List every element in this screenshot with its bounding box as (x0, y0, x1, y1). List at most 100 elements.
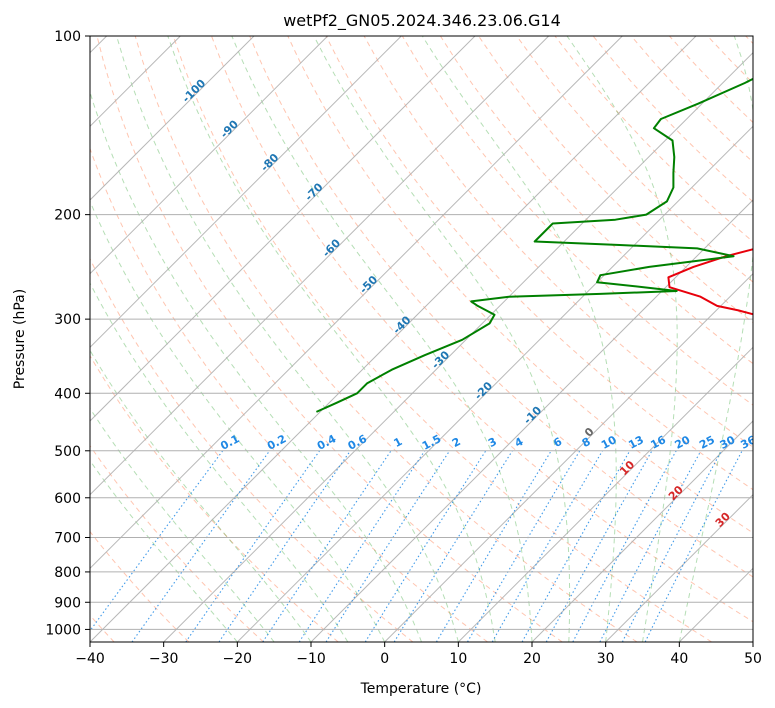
mixing-ratio-label: 10 (599, 433, 619, 452)
dry-adiabat-line (554, 36, 753, 243)
moist-adiabat-line (313, 36, 571, 642)
y-tick-label: 300 (54, 312, 81, 328)
mixing-ratio-label: 16 (648, 433, 668, 452)
moist-adiabat-line (90, 90, 422, 642)
plot-area: -100-90-80-70-60-50-40-30-20-10010203040… (90, 36, 775, 642)
isotherm-line (678, 567, 753, 642)
dry-adiabat-line (134, 36, 638, 642)
isotherm-label: 20 (666, 483, 686, 503)
moist-adiabat-line (167, 36, 496, 642)
dry-adiabat-line (249, 36, 753, 578)
mixing-ratio-label: 20 (673, 433, 693, 452)
isotherm-label: -20 (472, 379, 495, 402)
moist-adiabat-line (90, 282, 349, 642)
profile-series (315, 77, 753, 413)
dry-adiabat-line (516, 36, 753, 283)
dry-adiabat-line (90, 257, 414, 642)
dry-adiabat-line (478, 36, 753, 324)
dry-adiabat-line (90, 147, 488, 642)
mixing-ratio-line (298, 450, 426, 642)
mixing-ratio-label: 3 (486, 435, 499, 450)
dry-adiabat-line (669, 36, 753, 124)
isotherm-line (90, 36, 402, 349)
dry-adiabat-line (96, 36, 563, 642)
mixing-ratio-lines (90, 450, 743, 642)
isotherm-label: 40 (761, 536, 775, 556)
y-axis-label: Pressure (hPa) (12, 289, 28, 389)
moist-adiabat-line (90, 200, 386, 642)
isotherm-line (90, 36, 697, 642)
x-axis-ticks: −40 −30 −20 −10 0 10 20 30 40 50 (75, 642, 762, 667)
y-tick-label: 900 (54, 595, 81, 611)
mixing-ratio-line (521, 450, 631, 642)
mixing-ratio-label: 13 (626, 433, 646, 452)
moist-adiabats (90, 36, 753, 642)
dewpoint-profile-line (315, 77, 753, 413)
mixing-ratio-label: 0.4 (315, 432, 339, 453)
x-tick-label: −40 (75, 651, 105, 667)
dry-adiabat-line (592, 36, 753, 203)
x-axis-label: Temperature (°C) (360, 681, 482, 697)
mixing-ratio-label: 6 (551, 435, 564, 450)
isotherm-line (90, 36, 623, 570)
mixing-ratio-line (218, 450, 351, 642)
mixing-ratio-line (435, 450, 552, 642)
dry-adiabat-line (172, 36, 712, 642)
y-tick-label: 200 (54, 208, 81, 224)
y-tick-label: 800 (54, 565, 81, 581)
y-tick-label: 100 (54, 29, 81, 45)
y-tick-label: 400 (54, 386, 81, 402)
dry-adiabat-line (211, 36, 753, 623)
x-tick-label: 0 (380, 651, 389, 667)
moist-adiabat-line (678, 36, 753, 642)
isotherm-line (384, 272, 753, 642)
isotherm-line (531, 420, 753, 642)
isotherm-line (752, 641, 753, 642)
isotherm-label: -60 (320, 236, 343, 259)
mixing-ratio-label: 0.6 (346, 432, 370, 453)
isotherm-line (90, 36, 476, 422)
pressure-gridlines (90, 36, 753, 630)
y-tick-label: 500 (54, 444, 81, 460)
isotherm-label: -90 (218, 117, 241, 140)
isotherm-label: -40 (390, 313, 413, 336)
y-tick-label: 700 (54, 531, 81, 547)
x-tick-label: 40 (670, 651, 688, 667)
mixing-ratio-line (90, 450, 224, 632)
dry-adiabat-line (90, 354, 339, 642)
isotherm-line (163, 51, 753, 642)
mixing-ratio-label: 1 (391, 435, 404, 450)
isotherm-line (236, 125, 753, 642)
isotherm-label: -80 (258, 151, 281, 174)
moist-adiabat-line (90, 407, 275, 642)
mixing-ratio-line (644, 450, 743, 642)
mixing-ratio-line (262, 450, 392, 642)
isotherm-line (90, 36, 550, 496)
moist-adiabat-line (231, 36, 533, 642)
x-tick-label: 10 (449, 651, 467, 667)
y-tick-label: 1000 (45, 622, 81, 638)
dry-adiabat-line (401, 36, 753, 406)
x-tick-label: 30 (597, 651, 615, 667)
x-tick-label: 50 (744, 651, 762, 667)
isotherm-label: 30 (713, 510, 733, 530)
mixing-ratio-label: 2 (450, 435, 463, 450)
isotherm-label: -10 (521, 404, 544, 427)
mixing-ratio-line (467, 450, 581, 642)
mixing-ratio-label: 0.1 (218, 432, 241, 453)
x-tick-label: −10 (296, 651, 326, 667)
moist-adiabat-line (116, 36, 459, 642)
isotherm-line (457, 346, 753, 642)
isotherm-line (605, 493, 753, 642)
mixing-ratio-line (599, 450, 702, 642)
x-tick-label: −30 (149, 651, 179, 667)
mixing-ratio-line (545, 450, 653, 642)
dry-adiabat-line (90, 530, 190, 642)
y-tick-label: 600 (54, 491, 81, 507)
moist-adiabat-line (421, 36, 617, 642)
dry-adiabats (90, 36, 753, 642)
mixing-ratio-line (364, 450, 487, 642)
chart-title: wetPf2_GN05.2024.346.23.06.G14 (283, 11, 561, 31)
skewed-isotherms (90, 36, 753, 642)
